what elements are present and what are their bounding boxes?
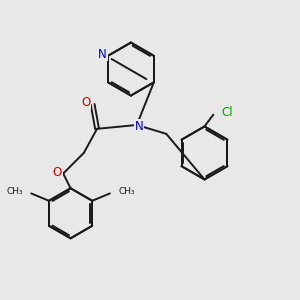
Text: N: N [98, 48, 107, 61]
Text: CH₃: CH₃ [119, 188, 135, 196]
Text: N: N [134, 120, 143, 133]
Text: O: O [82, 96, 91, 110]
Text: Cl: Cl [222, 106, 233, 119]
Text: CH₃: CH₃ [6, 188, 23, 196]
Text: O: O [53, 166, 62, 178]
